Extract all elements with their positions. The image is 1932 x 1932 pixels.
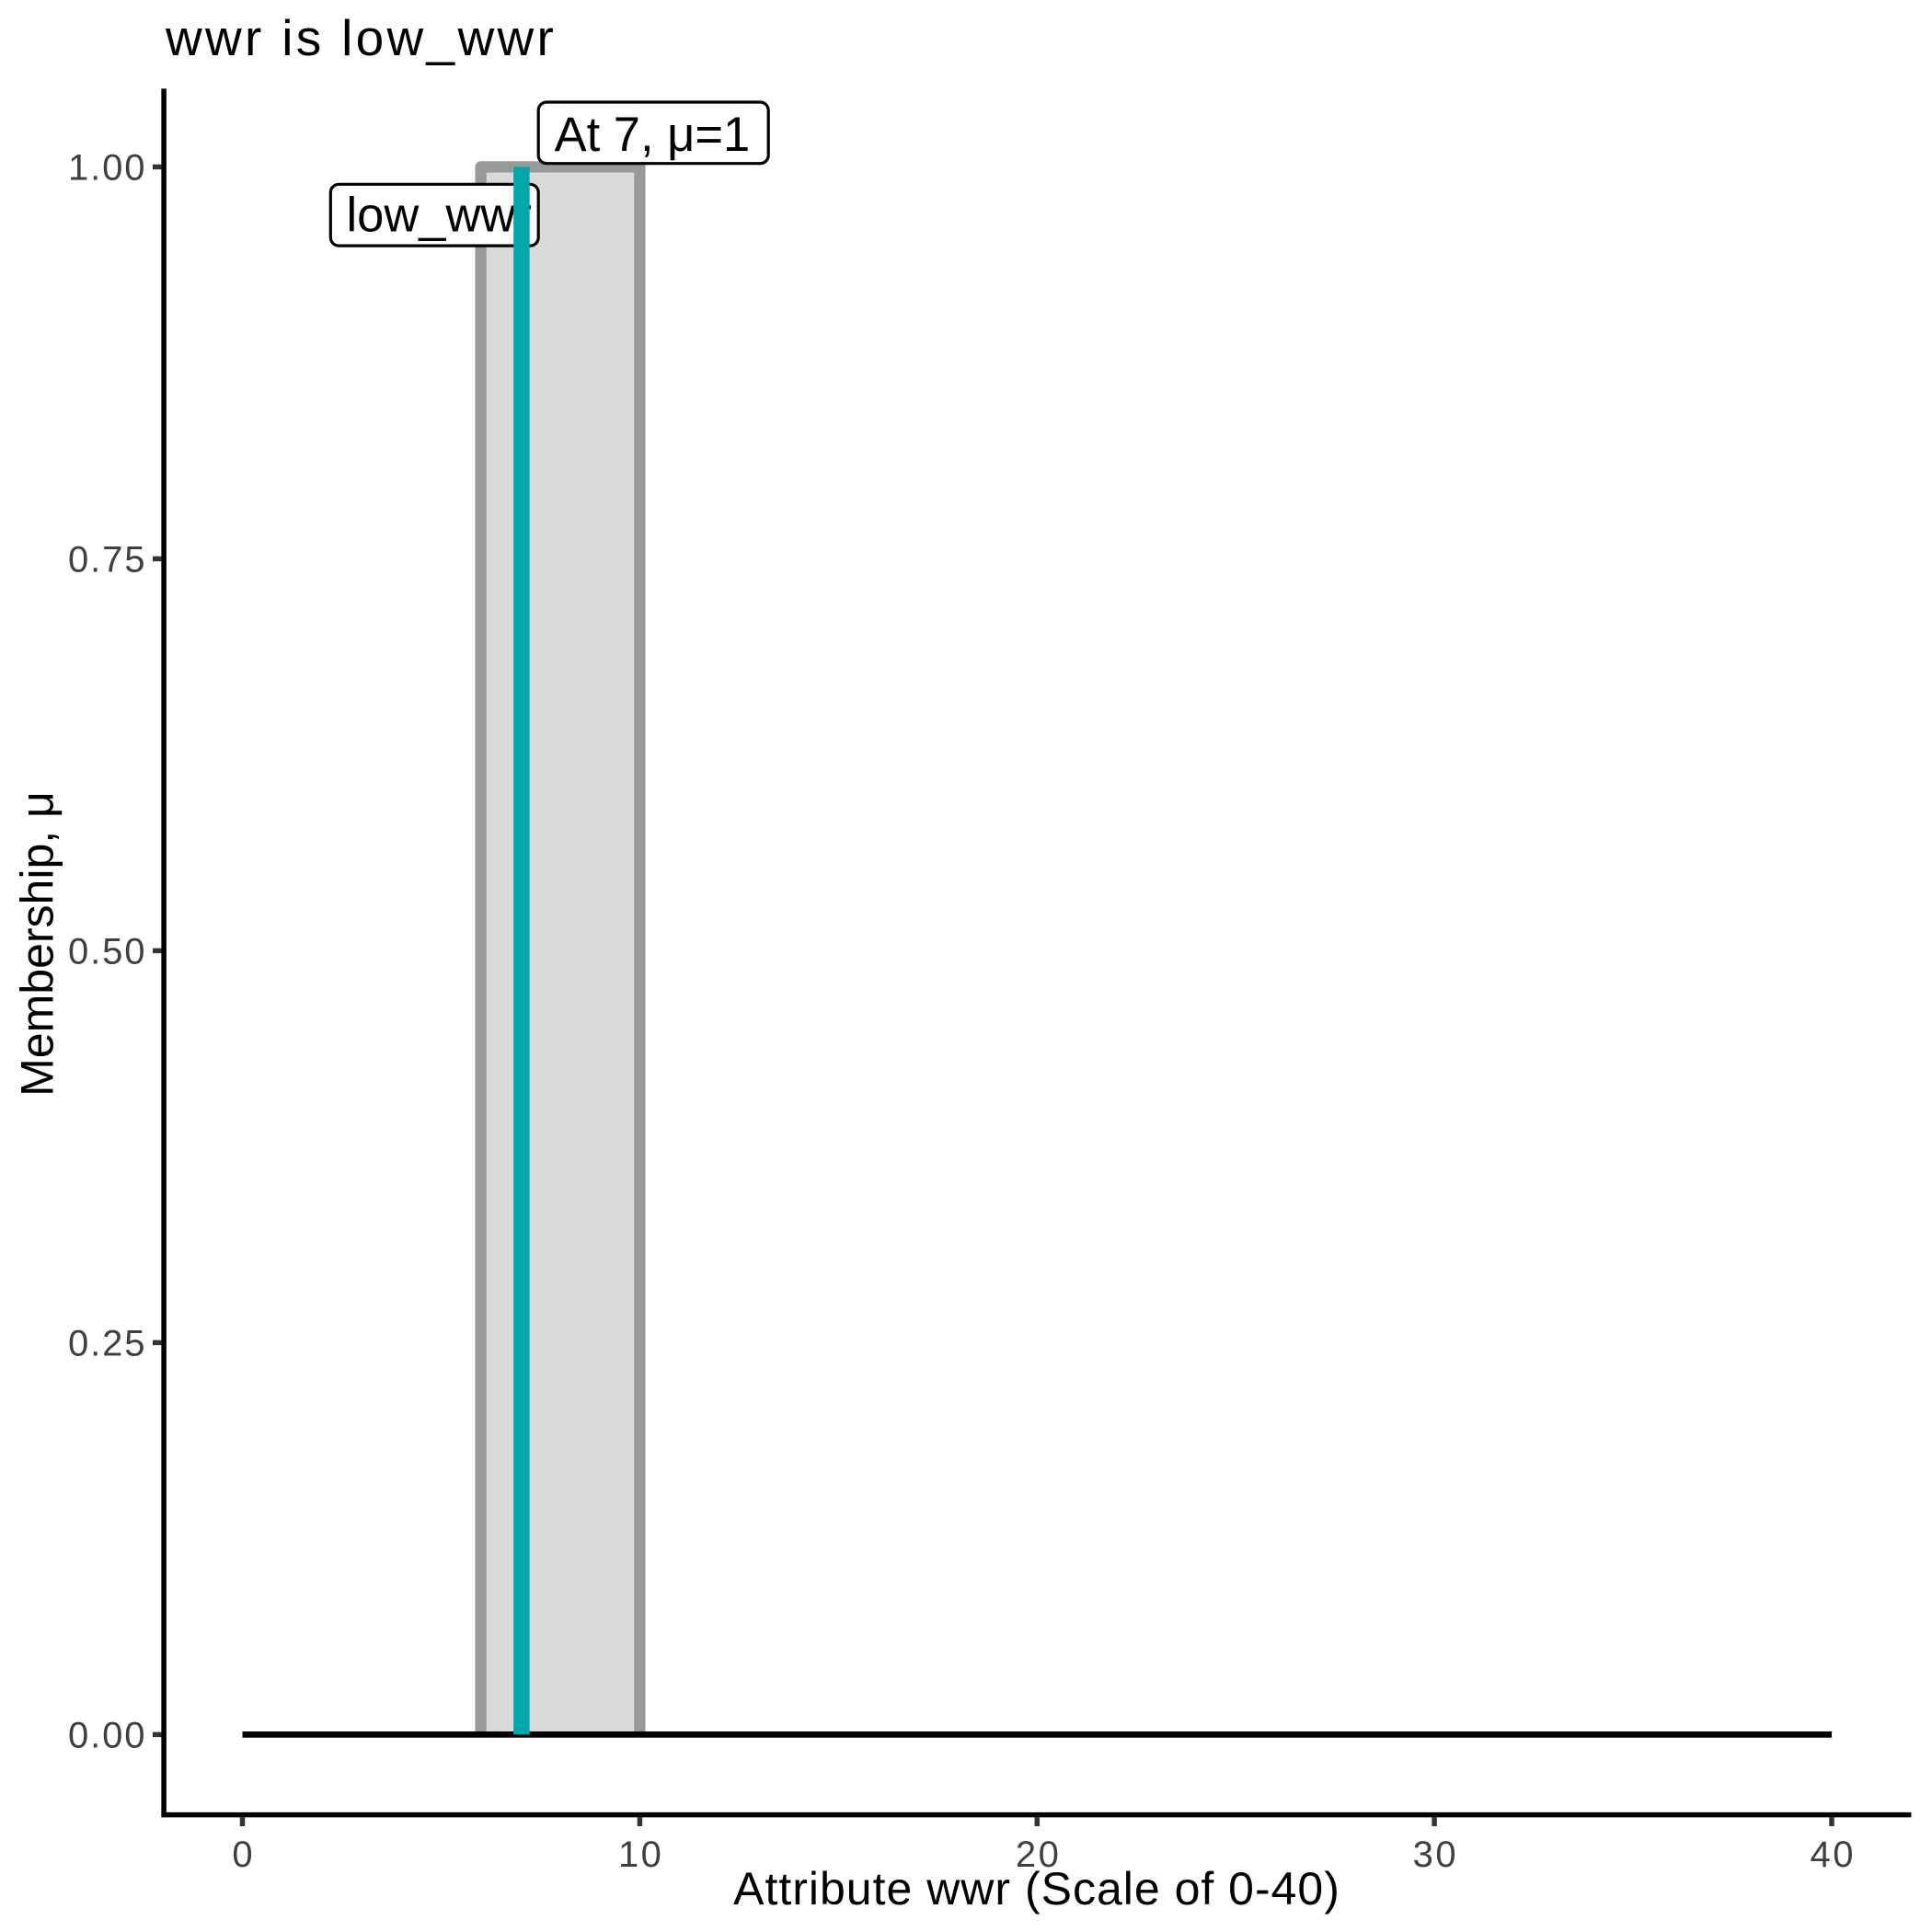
svg-text:0.75: 0.75	[68, 540, 146, 581]
svg-text:At 7, μ=1: At 7, μ=1	[555, 108, 751, 162]
svg-text:40: 40	[1811, 1834, 1857, 1875]
svg-text:10: 10	[618, 1834, 664, 1875]
svg-text:0.00: 0.00	[68, 1716, 146, 1756]
svg-text:0: 0	[232, 1834, 255, 1875]
svg-text:30: 30	[1413, 1834, 1459, 1875]
svg-text:20: 20	[1016, 1834, 1062, 1875]
svg-text:0.50: 0.50	[68, 932, 146, 972]
svg-text:Membership, μ: Membership, μ	[12, 791, 63, 1097]
svg-text:wwr is low_wwr: wwr is low_wwr	[165, 9, 557, 66]
svg-text:Attribute wwr (Scale of 0-40): Attribute wwr (Scale of 0-40)	[733, 1863, 1340, 1915]
svg-text:low_wwr: low_wwr	[347, 188, 532, 242]
svg-text:0.25: 0.25	[68, 1324, 146, 1364]
svg-text:1.00: 1.00	[68, 148, 146, 189]
